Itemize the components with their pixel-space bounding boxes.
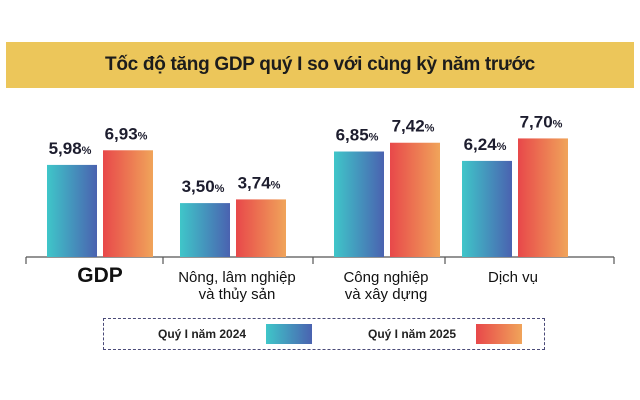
legend-swatch-2025 [476,324,522,344]
value-label-agriculture-s1: 3,74% [238,173,281,192]
legend-label-2024: Quý I năm 2024 [158,327,247,341]
bar-agriculture-s1 [236,199,286,257]
category-label-agriculture: Nông, lâm nghiệp và thủy sản [178,269,296,303]
bar-gdp-s0 [47,164,97,257]
bar-industry-s0 [334,151,384,257]
value-label-services-s1: 7,70% [520,112,563,131]
category-label-services: Dịch vụ [488,269,538,286]
value-label-services-s0: 6,24% [464,135,507,154]
title-bar: Tốc độ tăng GDP quý I so với cùng kỳ năm… [6,42,634,88]
value-label-agriculture-s0: 3,50% [182,177,225,196]
legend: Quý I năm 2024 Quý I năm 2025 [103,318,545,350]
bar-services-s0 [462,160,512,257]
bar-gdp-s1 [103,150,153,257]
legend-label-2025: Quý I năm 2025 [368,327,457,341]
chart-title: Tốc độ tăng GDP quý I so với cùng kỳ năm… [105,54,535,75]
bar-industry-s1 [390,142,440,257]
bar-services-s1 [518,138,568,257]
value-label-gdp-s0: 5,98% [49,139,92,158]
value-label-gdp-s1: 6,93% [105,124,148,143]
value-label-industry-s1: 7,42% [392,117,435,136]
bar-agriculture-s0 [180,203,230,257]
legend-swatch-2024 [266,324,312,344]
category-label-industry: Công nghiệp và xây dựng [343,269,428,303]
value-label-industry-s0: 6,85% [336,126,379,145]
category-label-gdp: GDP [77,264,123,287]
